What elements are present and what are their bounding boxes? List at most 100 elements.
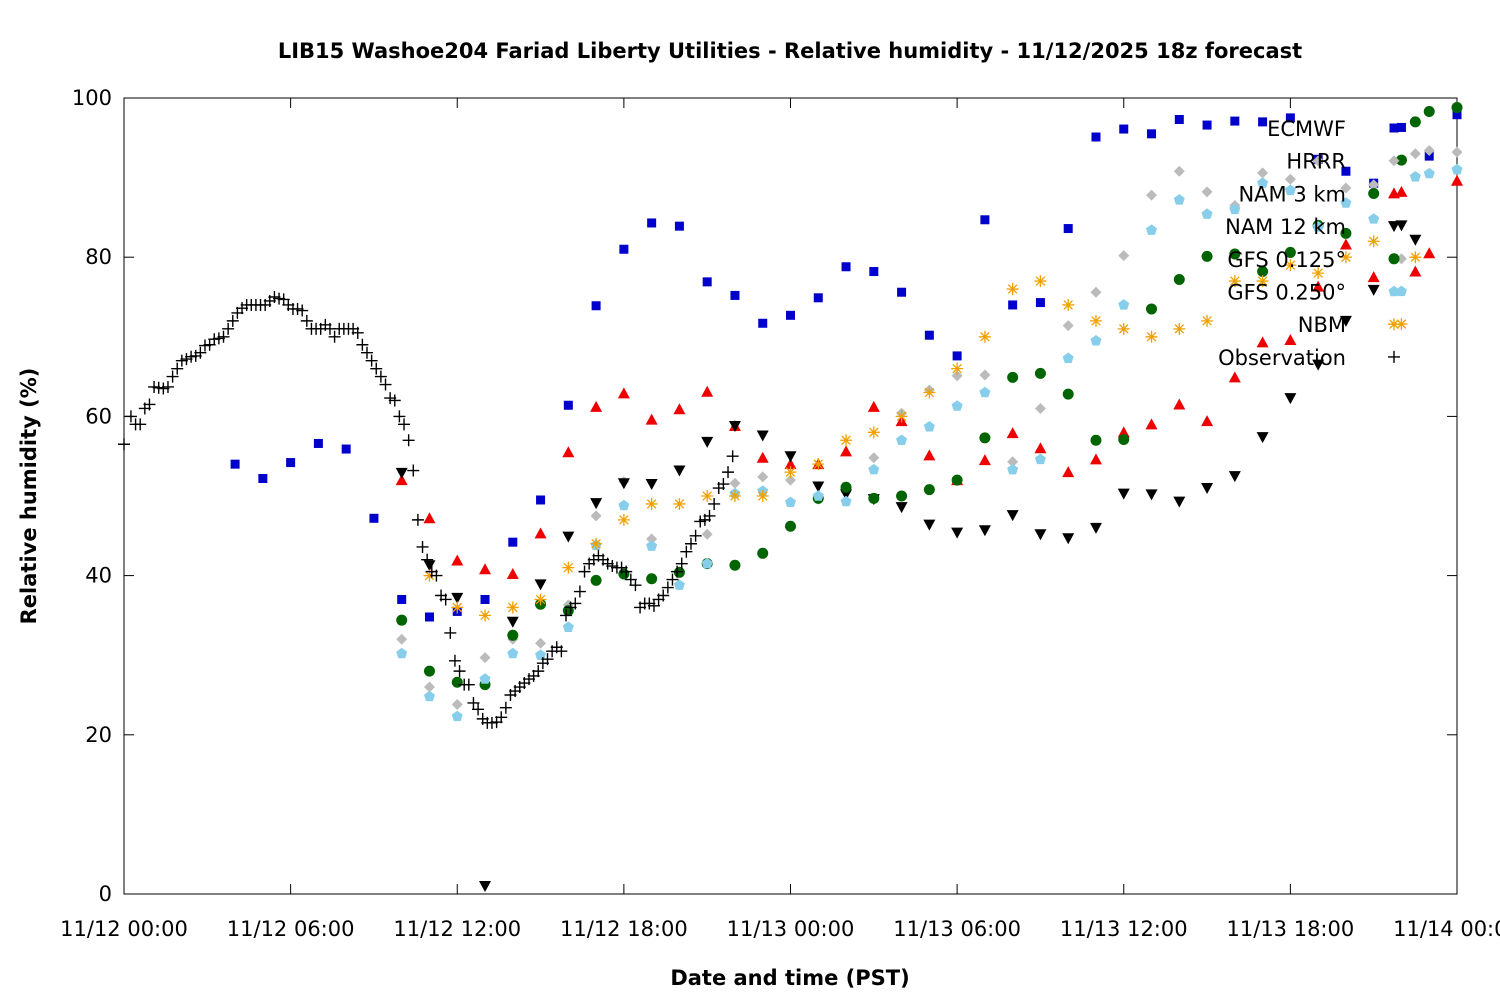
data-point-gfs-0-125 <box>1229 248 1241 260</box>
data-point-observation <box>661 581 674 594</box>
data-point-gfs-0-250 <box>1173 194 1185 205</box>
data-point-nbm <box>728 490 741 502</box>
data-point-gfs-0-250 <box>812 490 824 501</box>
series-gfs-0-250 <box>396 163 1463 722</box>
data-point-ecmwf <box>341 444 351 454</box>
data-point-gfs-0-125 <box>1118 433 1130 445</box>
data-point-gfs-0-250 <box>896 434 908 445</box>
data-point-ecmwf <box>924 330 934 340</box>
x-tick-label: 11/12 18:00 <box>560 917 688 941</box>
data-point-observation <box>532 665 545 678</box>
data-point-hrrr <box>1007 456 1019 468</box>
data-point-observation <box>647 599 660 612</box>
data-point-nam-12-km <box>534 579 547 591</box>
chart-title: LIB15 Washoe204 Fariad Liberty Utilities… <box>278 39 1302 63</box>
data-point-gfs-0-125 <box>840 481 852 493</box>
data-point-ecmwf <box>1202 120 1212 130</box>
data-point-observation <box>666 573 679 586</box>
data-point-gfs-0-250 <box>1090 334 1102 346</box>
data-point-nam-12-km <box>645 479 658 491</box>
data-point-ecmwf <box>369 513 379 523</box>
data-point-nbm <box>1006 283 1019 296</box>
data-point-gfs-0-250 <box>673 579 685 590</box>
data-point-hrrr <box>1173 165 1185 177</box>
data-point-nam-12-km <box>978 525 991 537</box>
data-point-gfs-0-125 <box>785 520 796 532</box>
data-point-gfs-0-250 <box>1201 208 1213 219</box>
data-point-hrrr <box>646 533 658 545</box>
data-point-nbm <box>867 426 880 439</box>
data-point-hrrr <box>785 474 796 486</box>
data-point-nam-3-km <box>1062 466 1075 478</box>
data-point-gfs-0-125 <box>646 573 658 585</box>
data-point-observation <box>578 565 591 578</box>
data-point-nam-3-km <box>1201 415 1214 427</box>
data-point-nam-12-km <box>1145 489 1158 501</box>
x-tick-label: 11/12 00:00 <box>60 917 188 941</box>
data-point-nam-12-km <box>1173 496 1186 508</box>
data-point-gfs-0-250 <box>618 499 630 511</box>
data-point-gfs-0-250 <box>1395 285 1407 297</box>
data-point-ecmwf <box>1147 129 1157 139</box>
data-point-gfs-0-125 <box>1201 250 1213 262</box>
legend-marker <box>1388 350 1400 363</box>
data-point-ecmwf <box>1396 122 1406 132</box>
data-point-gfs-0-125 <box>1090 434 1102 446</box>
data-point-ecmwf <box>1258 117 1268 127</box>
data-point-ecmwf <box>1174 114 1184 124</box>
data-point-observation <box>430 569 443 582</box>
y-axis-label: Relative humidity (%) <box>17 368 41 625</box>
data-point-ecmwf <box>286 458 296 468</box>
data-point-nam-12-km <box>479 881 492 893</box>
data-point-ecmwf <box>1285 113 1295 123</box>
data-point-observation <box>124 410 137 423</box>
data-point-hrrr <box>1201 186 1213 198</box>
data-point-observation <box>194 346 207 359</box>
data-point-hrrr <box>1368 179 1380 191</box>
data-point-nam-12-km <box>1339 315 1352 327</box>
data-point-hrrr <box>1340 182 1352 194</box>
data-point-hrrr <box>1423 145 1435 157</box>
data-point-gfs-0-250 <box>562 621 574 633</box>
data-point-observation <box>226 314 239 327</box>
data-point-nam-3-km <box>756 451 769 463</box>
legend-label: Observation <box>1218 346 1346 370</box>
data-point-nam-3-km <box>590 400 603 412</box>
data-point-nam-3-km <box>1284 333 1297 345</box>
data-point-nam-3-km <box>1451 174 1463 186</box>
data-point-observation <box>360 346 373 359</box>
data-point-nbm <box>590 537 603 550</box>
data-point-nbm <box>534 593 547 606</box>
data-point-nam-3-km <box>534 527 547 539</box>
data-point-nam-3-km <box>1117 426 1130 438</box>
data-point-nbm <box>1312 267 1325 280</box>
data-point-hrrr <box>979 369 991 381</box>
data-point-gfs-0-250 <box>479 673 491 684</box>
data-point-nam-3-km <box>1034 442 1047 454</box>
data-point-observation <box>467 696 480 709</box>
data-point-nam-12-km <box>1034 529 1047 541</box>
data-point-gfs-0-125 <box>757 547 769 559</box>
data-point-ecmwf <box>897 287 907 297</box>
legend-marker <box>1389 123 1399 133</box>
data-point-nbm <box>423 569 436 582</box>
x-tick-label: 11/14 00:00 <box>1393 917 1500 941</box>
data-point-observation <box>555 645 568 658</box>
data-point-nam-12-km <box>1228 471 1241 483</box>
data-point-observation <box>573 585 586 598</box>
series-nbm <box>423 235 1422 622</box>
data-point-observation <box>541 653 554 666</box>
data-point-nam-12-km <box>1201 483 1214 495</box>
data-point-gfs-0-125 <box>1423 106 1435 118</box>
data-point-observation <box>657 589 670 602</box>
data-point-ecmwf <box>813 293 823 303</box>
data-point-gfs-0-250 <box>1409 171 1421 182</box>
data-point-observation <box>407 464 420 477</box>
data-point-observation <box>171 362 184 375</box>
data-point-hrrr <box>535 637 547 649</box>
data-point-hrrr <box>396 633 408 645</box>
y-tick-label: 100 <box>72 86 112 110</box>
data-point-gfs-0-250 <box>1423 167 1435 179</box>
data-point-observation <box>370 362 383 375</box>
data-point-observation <box>296 304 309 317</box>
